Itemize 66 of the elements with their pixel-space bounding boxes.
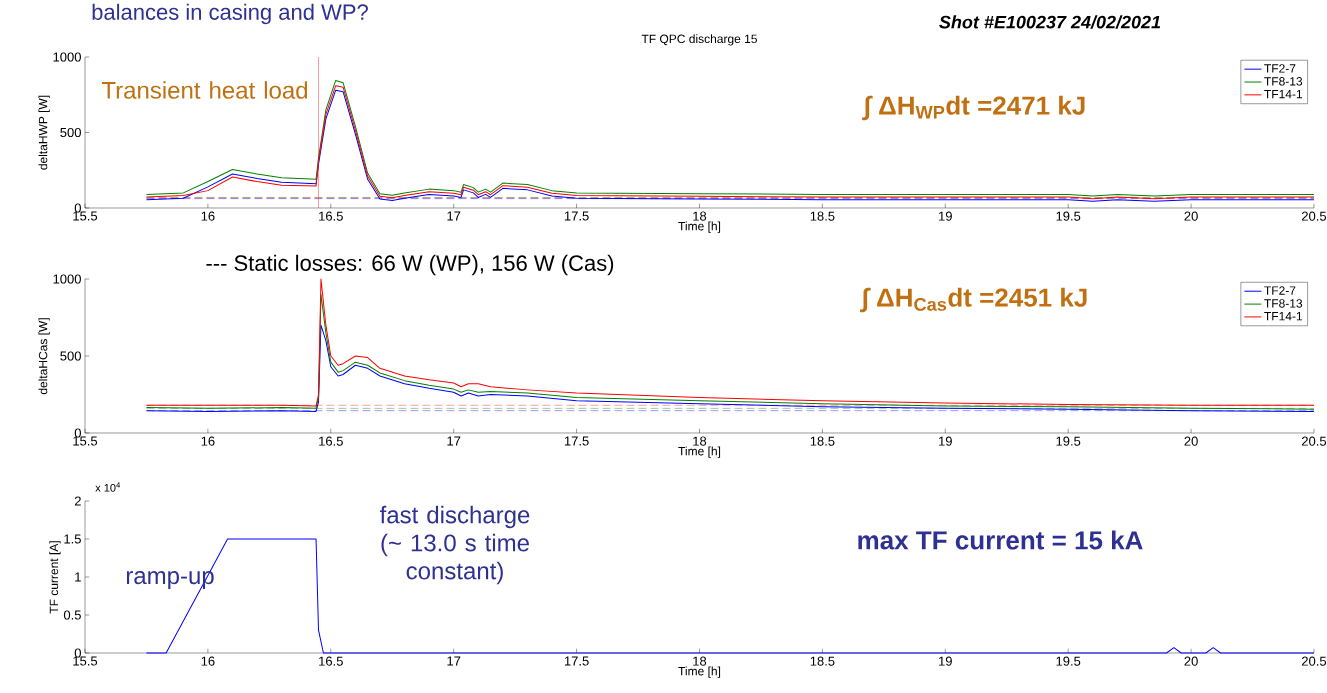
y-tick-label: 0 [74, 648, 81, 658]
x-tick-label: 19 [939, 436, 952, 446]
x-axis-title: Time [h] [678, 666, 721, 678]
annotation: fast discharge (~ 13.0 s time constant) [379, 505, 530, 585]
x-tick-label: 16.5 [319, 211, 343, 221]
annotation: ∫ ΔH$_{Cas}$dt =2451 kJ [860, 287, 1087, 313]
x-tick-label: 15.5 [73, 656, 98, 666]
x-tick-label: 19.5 [1056, 211, 1081, 221]
x-tick-label: 15.5 [73, 211, 98, 221]
x-tick-label: 16 [201, 436, 215, 446]
x-tick-label: 17 [447, 211, 461, 221]
annotation: ∫ ΔH$_{WP}$dt =2471 kJ [862, 95, 1085, 121]
x-tick-label: 19.5 [1056, 436, 1081, 446]
text: balances in casing and WP? [92, 3, 368, 25]
x-tick-label: 18 [693, 436, 707, 446]
annotation: Transient heat load [101, 81, 308, 99]
x-tick-label: 18 [693, 656, 707, 666]
legend-label: TF14-1 [1264, 89, 1303, 99]
x-tick-label: 18 [693, 211, 707, 221]
y-axis-title: TF current [A] [49, 541, 61, 614]
legend-label: TF8-13 [1264, 77, 1303, 86]
x-tick-label: 17 [447, 436, 461, 446]
x-tick-label: 20.5 [1301, 211, 1327, 221]
legend-label: TF2-7 [1264, 64, 1296, 73]
x-tick-label: 16 [201, 656, 215, 666]
x-tick-label: 18.5 [810, 656, 835, 666]
x-tick-label: 17.5 [564, 656, 589, 666]
y-tick-label: 1000 [53, 274, 81, 284]
y-tick-label: 500 [60, 127, 81, 138]
y-tick-label: 1.5 [64, 534, 81, 544]
x-tick-label: 16.5 [319, 656, 343, 666]
legend-label: TF8-13 [1264, 299, 1303, 308]
x-tick-label: 20 [1184, 436, 1198, 446]
x-tick-label: 19 [939, 211, 952, 221]
x-tick-label: 18.5 [810, 436, 835, 446]
x-tick-label: 17.5 [564, 211, 589, 221]
legend-label: TF2-7 [1264, 286, 1296, 295]
x-axis-title: Time [h] [678, 446, 721, 458]
x-tick-label: 17 [447, 656, 461, 666]
x-tick-label: 19 [939, 656, 952, 666]
x-tick-label: 20.5 [1301, 656, 1327, 666]
text: Shot #E100237 24/02/2021 [939, 15, 1161, 29]
x-tick-label: 20 [1184, 656, 1198, 666]
x-axis-title: Time [h] [678, 221, 721, 233]
x-tick-label: 19.5 [1056, 656, 1081, 666]
x-tick-label: 15.5 [73, 436, 98, 446]
text: x 10$^{4}$ [95, 482, 121, 492]
x-tick-label: 20.5 [1301, 436, 1327, 446]
y-axis-title: deltaHCas [W] [38, 318, 50, 395]
y-tick-label: 500 [60, 351, 81, 361]
text: --- Static losses: 66 W (WP), 156 W (Cas) [206, 254, 614, 276]
y-tick-label: 0.5 [63, 610, 81, 620]
x-tick-label: 16.5 [319, 436, 343, 446]
legend-label: TF14-1 [1264, 312, 1303, 321]
y-tick-label: 0 [74, 428, 81, 438]
x-tick-label: 16 [201, 211, 215, 221]
y-tick-label: 1000 [53, 52, 81, 62]
y-axis-title: deltaHWP [W] [38, 95, 50, 170]
y-tick-label: 0 [74, 203, 81, 213]
y-tick-label: 1 [75, 572, 81, 582]
chart-title: TF QPC discharge 15 [641, 34, 757, 46]
annotation: max TF current = 15 kA [858, 530, 1143, 550]
x-tick-label: 20 [1184, 211, 1198, 221]
y-tick-label: 2 [74, 496, 81, 506]
x-tick-label: 18.5 [810, 211, 835, 221]
x-tick-label: 17.5 [564, 436, 589, 446]
